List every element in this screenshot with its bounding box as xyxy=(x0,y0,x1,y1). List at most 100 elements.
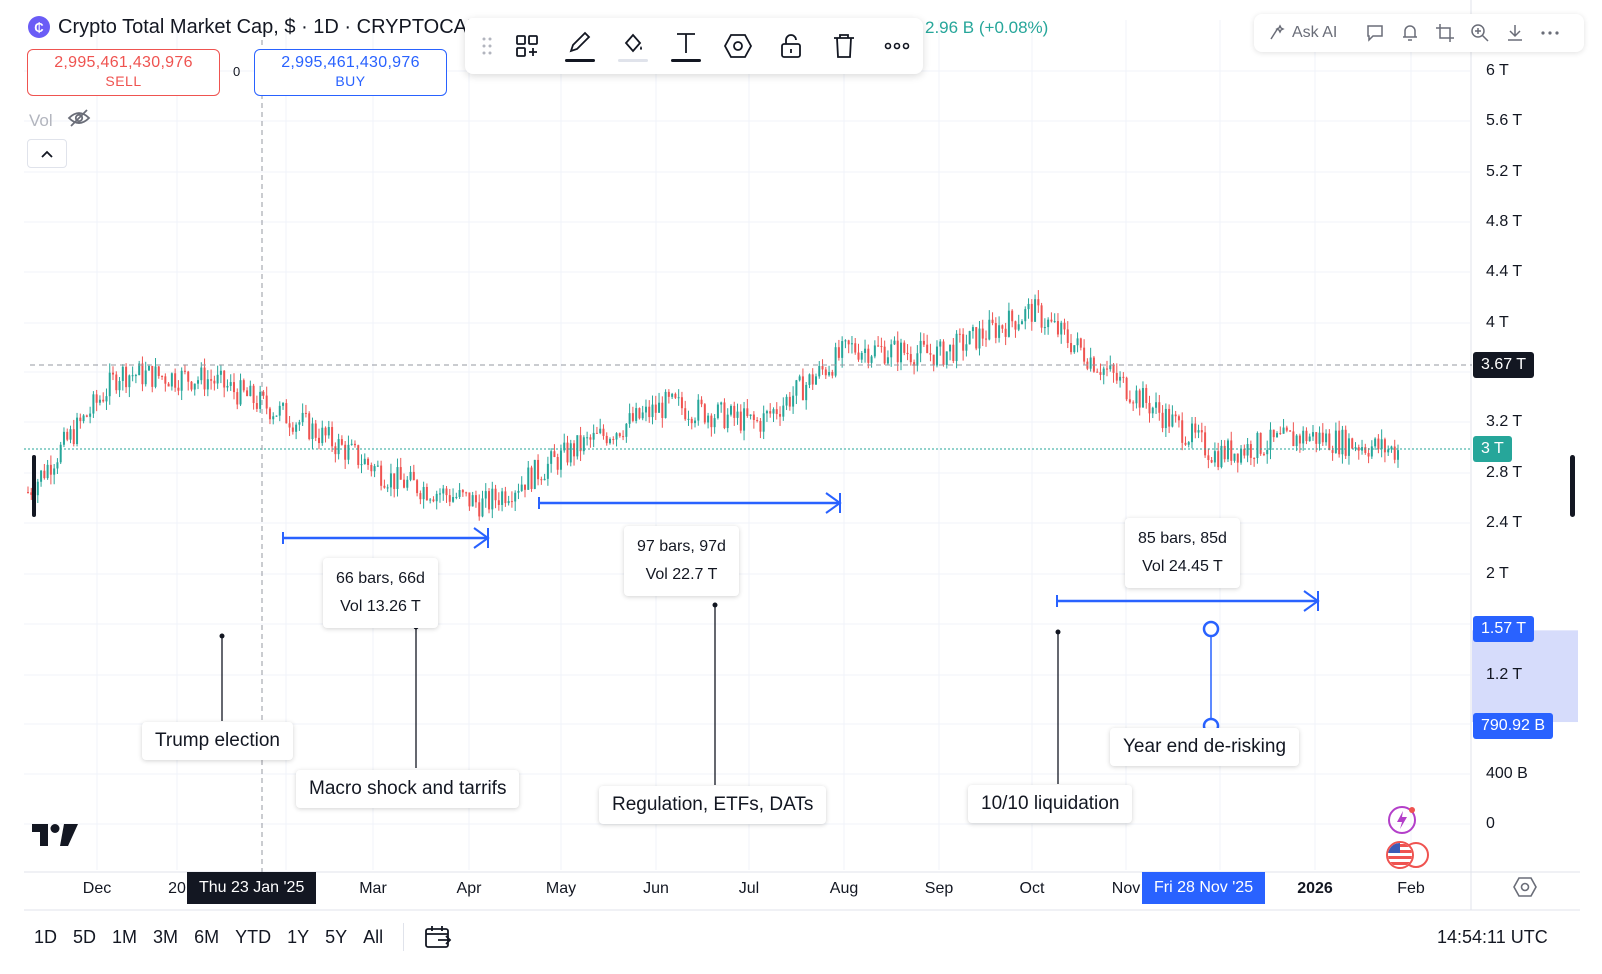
candle-body xyxy=(1246,444,1249,456)
candle-body xyxy=(880,346,883,348)
alert-icon[interactable] xyxy=(1392,14,1427,52)
delete-button[interactable] xyxy=(817,18,870,74)
candle-body xyxy=(726,414,729,429)
candle-body xyxy=(435,493,438,502)
candle-body xyxy=(792,395,795,407)
measure-volume: Vol 22.7 T xyxy=(645,566,718,583)
crop-icon[interactable] xyxy=(1427,14,1462,52)
annotation-macro-shock[interactable]: Macro shock and tarrifs xyxy=(296,770,520,808)
candle-body xyxy=(370,464,373,472)
candle-body xyxy=(1135,390,1138,404)
candle-body xyxy=(1177,416,1180,421)
period-3m[interactable]: 3M xyxy=(153,926,179,947)
candle-body xyxy=(854,343,857,353)
line-color-button[interactable] xyxy=(554,18,607,74)
zoom-icon[interactable] xyxy=(1462,14,1497,52)
last-high-price-tag: 3.67 T xyxy=(1473,352,1535,378)
candle-body xyxy=(759,420,762,432)
candle-body xyxy=(376,465,379,467)
candle-body xyxy=(30,492,33,495)
candle-body xyxy=(36,481,39,496)
candle-body xyxy=(121,366,124,381)
candle-body xyxy=(991,319,994,324)
period-1d[interactable]: 1D xyxy=(34,926,58,947)
annotation-trump-election[interactable]: Trump election xyxy=(142,722,293,760)
more-icon xyxy=(884,42,909,50)
template-button[interactable] xyxy=(501,18,554,74)
candle-body xyxy=(1204,432,1207,456)
candle-body xyxy=(1191,423,1194,443)
price-axis-label: 5.6 T xyxy=(1486,112,1523,129)
chart-title[interactable]: Crypto Total Market Cap, $ · 1D · CRYPTO… xyxy=(58,15,481,38)
candle-body xyxy=(566,442,569,463)
annotation-year-end[interactable]: Year end de-risking xyxy=(1110,728,1300,766)
candle-body xyxy=(249,385,252,397)
candle-body xyxy=(883,346,886,364)
tradingview-logo[interactable] xyxy=(32,824,78,851)
us-flag-icon[interactable] xyxy=(1385,840,1433,875)
candle-body xyxy=(1011,310,1014,322)
candle-body xyxy=(1014,321,1017,330)
clock-display[interactable]: 14:54:11 UTC xyxy=(1437,927,1548,947)
period-6m[interactable]: 6M xyxy=(194,926,220,947)
candle-body xyxy=(739,411,742,431)
candle-body xyxy=(314,423,317,438)
download-icon[interactable] xyxy=(1497,14,1532,52)
lightning-icon[interactable] xyxy=(1387,805,1417,840)
candle-body xyxy=(788,396,791,407)
candle-body xyxy=(896,340,899,363)
ask-ai-button[interactable]: Ask AI xyxy=(1268,24,1337,42)
candle-body xyxy=(167,383,170,387)
comment-icon[interactable] xyxy=(1357,14,1392,52)
candle-body xyxy=(134,375,137,377)
candle-body xyxy=(27,492,29,494)
candle-body xyxy=(200,367,203,381)
candle-body xyxy=(1099,372,1102,375)
measure-volume: Vol 13.26 T xyxy=(340,598,421,615)
collapse-legend-button[interactable] xyxy=(27,139,67,168)
eye-off-icon[interactable] xyxy=(67,108,91,133)
more-button[interactable] xyxy=(870,18,923,74)
candle-body xyxy=(213,380,216,384)
period-1y[interactable]: 1Y xyxy=(287,926,310,947)
candle-body xyxy=(808,374,811,385)
text-color-button[interactable] xyxy=(659,18,712,74)
buy-button[interactable]: 2,995,461,430,976 BUY xyxy=(254,49,447,96)
price-axis-label: 4.4 T xyxy=(1486,263,1523,280)
period-ytd[interactable]: YTD xyxy=(235,926,272,947)
candle-body xyxy=(540,479,543,481)
candle-body xyxy=(190,381,193,390)
settings-gear-icon[interactable] xyxy=(1513,875,1537,904)
drag-handle-icon[interactable] xyxy=(473,18,501,74)
candle-body xyxy=(1043,327,1046,329)
annotation-liquidation[interactable]: 10/10 liquidation xyxy=(968,785,1133,823)
annotation-regulation[interactable]: Regulation, ETFs, DATs xyxy=(599,786,827,824)
sell-button[interactable]: 2,995,461,430,976 SELL xyxy=(27,49,220,96)
candle-body xyxy=(1325,433,1328,443)
candle-body xyxy=(278,405,281,416)
candle-body xyxy=(671,393,674,397)
price-axis-label: 0 xyxy=(1486,815,1495,832)
candle-body xyxy=(353,443,356,446)
period-5d[interactable]: 5D xyxy=(73,926,97,947)
candle-body xyxy=(154,366,157,387)
candle-body xyxy=(1145,388,1148,403)
time-axis-label: 20 xyxy=(168,880,186,897)
lock-button[interactable] xyxy=(765,18,818,74)
fill-color-button[interactable] xyxy=(606,18,659,74)
candle-body xyxy=(1387,449,1390,453)
period-1m[interactable]: 1M xyxy=(112,926,138,947)
candle-body xyxy=(1240,448,1243,463)
candle-body xyxy=(1115,372,1118,381)
more-icon[interactable] xyxy=(1532,14,1567,52)
candle-body xyxy=(403,479,406,488)
time-axis-label: Sep xyxy=(924,880,954,897)
candle-body xyxy=(1344,429,1347,456)
calendar-range-icon[interactable] xyxy=(416,922,460,952)
period-5y[interactable]: 5Y xyxy=(325,926,348,947)
period-all[interactable]: All xyxy=(363,926,384,947)
settings-button[interactable] xyxy=(712,18,765,74)
candle-body xyxy=(801,376,804,401)
candle-body xyxy=(380,465,383,486)
